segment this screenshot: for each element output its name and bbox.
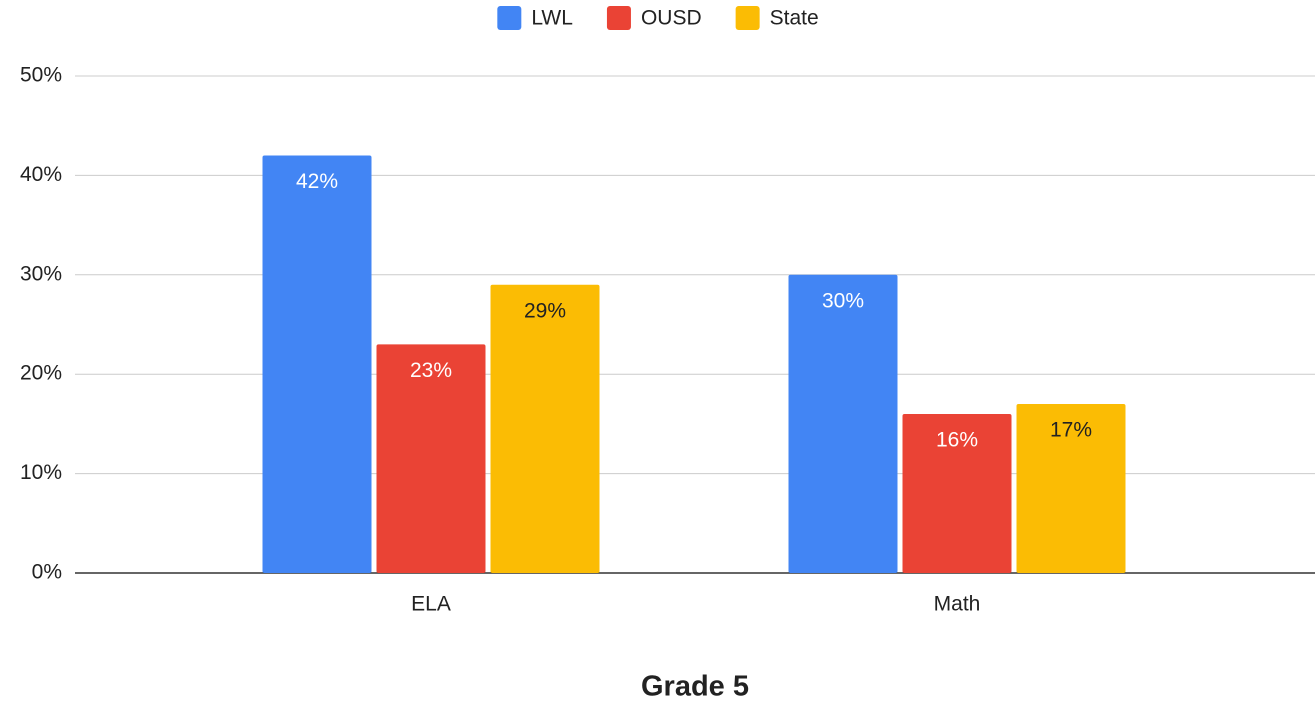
- bar: [902, 413, 1012, 573]
- bar: [490, 284, 600, 573]
- data-label: 23%: [410, 359, 452, 382]
- bar: [262, 155, 372, 573]
- y-tick-label: 10%: [20, 461, 62, 484]
- y-tick-label: 50%: [20, 64, 62, 87]
- data-label: 42%: [296, 170, 338, 193]
- y-tick-label: 30%: [20, 262, 62, 285]
- y-tick-label: 40%: [20, 163, 62, 186]
- x-tick-label: Math: [934, 593, 981, 616]
- legend-label: OUSD: [641, 7, 702, 30]
- legend-swatch: [735, 6, 760, 30]
- legend-swatch: [497, 6, 522, 30]
- data-label: 29%: [524, 299, 566, 322]
- bar: [788, 274, 898, 573]
- x-tick-label: ELA: [411, 593, 451, 616]
- bar: [376, 344, 486, 573]
- legend-label: LWL: [531, 7, 573, 30]
- y-tick-label: 0%: [32, 561, 62, 584]
- legend-label: State: [770, 7, 819, 30]
- data-label: 17%: [1050, 419, 1092, 442]
- legend-swatch: [606, 6, 631, 30]
- data-label: 30%: [822, 289, 864, 312]
- data-label: 16%: [936, 429, 978, 452]
- bar: [1016, 404, 1126, 573]
- y-tick-label: 20%: [20, 362, 62, 385]
- x-axis-title: Grade 5: [641, 671, 749, 703]
